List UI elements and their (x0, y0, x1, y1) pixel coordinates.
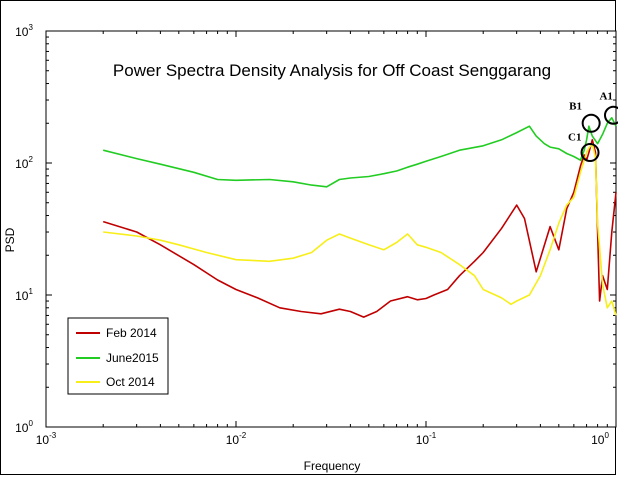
annotation-circle-0 (603, 105, 618, 125)
series-line-1 (103, 117, 617, 188)
legend-label-2: Oct 2014 (106, 375, 155, 389)
series-line-2 (103, 142, 617, 316)
series-line-0 (102, 139, 617, 318)
annotation-label-1: B1 (569, 100, 582, 112)
y-axis-title: PSD (3, 227, 17, 252)
y-tick-label-2: 102 (15, 155, 33, 171)
y-tick-label-3: 103 (15, 23, 33, 39)
x-tick-label-1: 10-2 (226, 431, 247, 447)
chart-title: Power Spectra Density Analysis for Off C… (113, 61, 551, 80)
x-tick-label-0: 10-3 (36, 431, 57, 447)
x-tick-label-2: 10-1 (416, 431, 437, 447)
series-layer (102, 117, 617, 318)
x-tick-label-3: 100 (591, 431, 609, 447)
legend-label-0: Feb 2014 (106, 326, 157, 340)
y-tick-label-1: 101 (15, 287, 33, 303)
legend: Feb 2014 June2015 Oct 2014 (67, 317, 169, 395)
annotation-label-0: A1 (599, 90, 612, 102)
annotation-circle-2 (580, 143, 600, 163)
annotation-label-2: C1 (568, 132, 581, 144)
legend-label-1: June2015 (106, 351, 159, 365)
x-axis-title: Frequency (304, 459, 361, 473)
annotation-layer: A1 B1 C1 (568, 90, 618, 163)
y-tick-label-0: 100 (15, 419, 33, 435)
annotation-circle-1 (581, 113, 601, 133)
